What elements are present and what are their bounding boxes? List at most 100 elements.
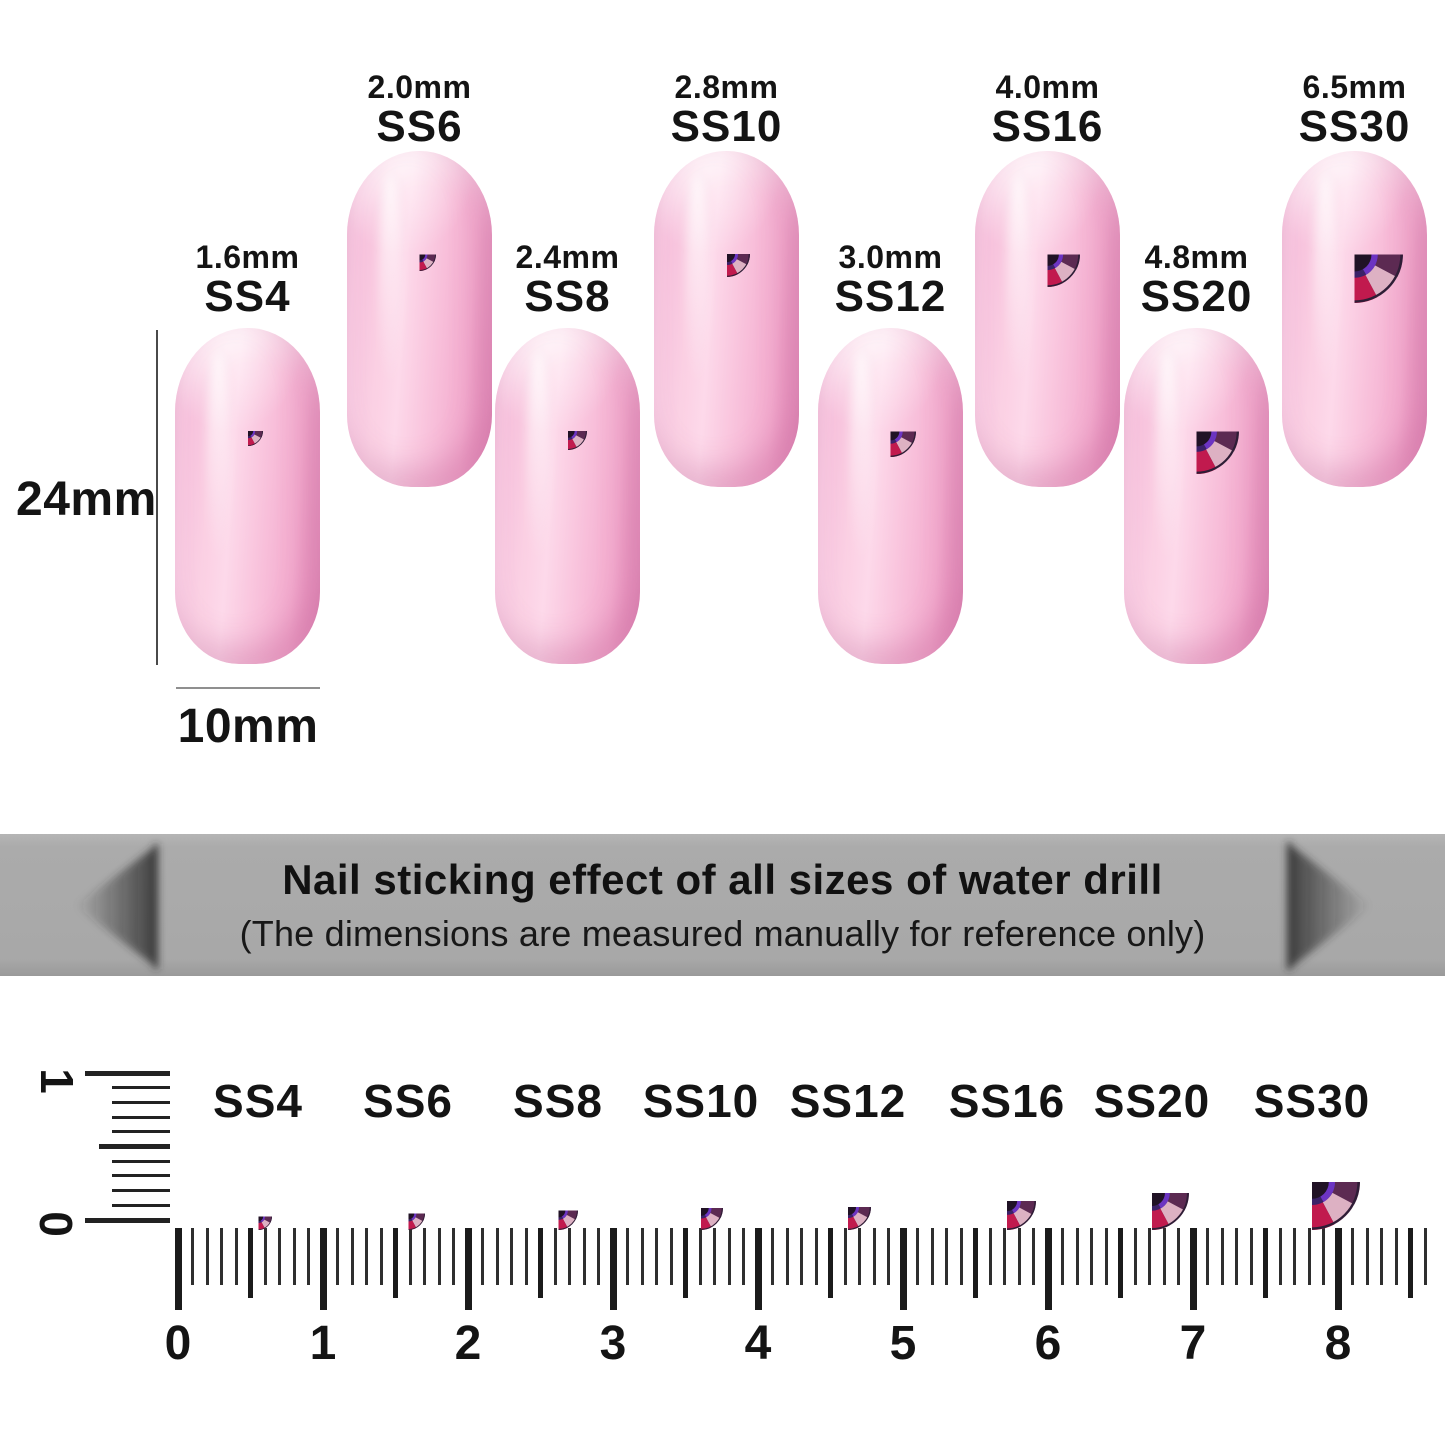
vertical-ruler-tick bbox=[112, 1203, 170, 1207]
ruler-tick bbox=[538, 1228, 543, 1298]
nail-label-ss20: 4.8mm SS20 bbox=[1097, 240, 1297, 320]
ruler-tick bbox=[858, 1228, 861, 1285]
rhinestone-icon bbox=[1306, 206, 1403, 303]
ruler-tick bbox=[683, 1228, 688, 1298]
ruler-tick bbox=[1044, 1228, 1052, 1310]
ruler-tick bbox=[828, 1228, 833, 1298]
ruler-tick bbox=[248, 1228, 253, 1298]
nail-label-ss12: 3.0mm SS12 bbox=[791, 240, 991, 320]
width-measure-label: 10mm bbox=[177, 700, 319, 753]
ruler-tick bbox=[742, 1228, 745, 1285]
nail-label-ss30: 6.5mm SS30 bbox=[1255, 70, 1445, 150]
ruler-tick bbox=[669, 1228, 673, 1285]
ruler-number: 6 bbox=[1034, 1317, 1062, 1370]
vertical-ruler-tick bbox=[112, 1100, 170, 1104]
ruler-size-label: SS20 bbox=[1093, 1075, 1211, 1127]
ruler-tick bbox=[1351, 1228, 1354, 1285]
ruler-tick bbox=[916, 1228, 919, 1285]
ruler-tick bbox=[1148, 1228, 1151, 1285]
ruler-tick bbox=[1118, 1228, 1123, 1298]
ruler-tick bbox=[464, 1228, 472, 1310]
rhinestone-icon bbox=[679, 1186, 723, 1230]
ruler-tick bbox=[640, 1228, 644, 1285]
ruler-tick bbox=[655, 1228, 658, 1285]
ruler-tick bbox=[292, 1228, 296, 1285]
ruler-tick bbox=[524, 1228, 528, 1285]
ruler-number: 3 bbox=[599, 1317, 627, 1370]
nail-ss-label: SS8 bbox=[524, 272, 611, 321]
ruler-tick bbox=[1104, 1228, 1108, 1285]
ruler-tick bbox=[626, 1228, 629, 1285]
ruler-tick bbox=[319, 1228, 327, 1310]
ruler-tick bbox=[495, 1228, 499, 1285]
ruler-size-label: SS8 bbox=[513, 1075, 603, 1127]
ruler-tick bbox=[1249, 1228, 1253, 1285]
ruler-size-label: SS16 bbox=[948, 1075, 1066, 1127]
nail-ss4 bbox=[175, 328, 320, 664]
nail-size-mm-label: 6.5mm bbox=[1302, 69, 1407, 105]
nail-ss-label: SS12 bbox=[834, 272, 947, 321]
ruler-tick bbox=[174, 1228, 182, 1310]
ruler-tick bbox=[1061, 1228, 1064, 1285]
ruler-number: 7 bbox=[1179, 1317, 1207, 1370]
nail-ss-label: SS6 bbox=[376, 102, 463, 151]
nail-label-ss6: 2.0mm SS6 bbox=[320, 70, 520, 150]
rhinestone-icon bbox=[865, 406, 916, 457]
banner-title: Nail sticking effect of all sizes of wat… bbox=[282, 855, 1163, 903]
rhinestone-icon bbox=[1115, 1156, 1189, 1230]
ruler-tick bbox=[698, 1228, 702, 1285]
ruler-tick bbox=[452, 1228, 455, 1285]
ruler-tick bbox=[1263, 1228, 1268, 1298]
rhinestone-icon bbox=[233, 416, 263, 446]
ruler-tick bbox=[365, 1228, 368, 1285]
ruler-tick bbox=[423, 1228, 426, 1285]
ruler-tick bbox=[973, 1228, 978, 1298]
rhinestone-icon bbox=[392, 1197, 425, 1230]
ruler-number: 2 bbox=[454, 1317, 482, 1370]
nail-size-mm-label: 2.8mm bbox=[674, 69, 779, 105]
rhinestone-icon bbox=[245, 1203, 272, 1230]
ruler-tick bbox=[1090, 1228, 1093, 1285]
vertical-ruler-tick bbox=[112, 1159, 170, 1163]
rhinestone-icon bbox=[403, 238, 436, 271]
ruler-size-label: SS6 bbox=[363, 1075, 453, 1127]
rhinestone-icon bbox=[1154, 389, 1239, 474]
ruler-tick bbox=[553, 1228, 557, 1285]
ruler-tick bbox=[800, 1228, 803, 1285]
rhinestone-icon bbox=[539, 1191, 578, 1230]
vertical-ruler-tick bbox=[112, 1115, 170, 1119]
ruler-tick bbox=[350, 1228, 354, 1285]
rhinestone-icon bbox=[1264, 1134, 1360, 1230]
ruler-tick bbox=[754, 1228, 762, 1310]
ruler-tick bbox=[1177, 1228, 1180, 1285]
nail-size-mm-label: 2.0mm bbox=[367, 69, 472, 105]
nail-ss-label: SS4 bbox=[204, 272, 291, 321]
rhinestone-icon bbox=[978, 1172, 1036, 1230]
nail-ss-label: SS20 bbox=[1140, 272, 1253, 321]
ruler-number: 1 bbox=[309, 1317, 337, 1370]
nail-size-mm-label: 2.4mm bbox=[515, 239, 620, 275]
ruler-tick bbox=[481, 1228, 484, 1285]
height-measure-line bbox=[156, 330, 158, 665]
rhinestone-icon bbox=[825, 1184, 871, 1230]
vertical-ruler-tick bbox=[112, 1174, 170, 1178]
ruler-number: 8 bbox=[1324, 1317, 1352, 1370]
ruler-tick bbox=[379, 1228, 383, 1285]
ruler-number: 4 bbox=[744, 1317, 772, 1370]
ruler-tick bbox=[872, 1228, 876, 1285]
ruler-tick bbox=[899, 1228, 907, 1310]
ruler-tick bbox=[1003, 1228, 1006, 1285]
ruler-tick bbox=[988, 1228, 992, 1285]
ruler-tick bbox=[1220, 1228, 1224, 1285]
vertical-ruler-number: 1 bbox=[31, 1068, 83, 1094]
ruler-tick bbox=[1365, 1228, 1369, 1285]
ruler-size-label: SS10 bbox=[642, 1075, 760, 1127]
nail-size-mm-label: 4.8mm bbox=[1144, 239, 1249, 275]
ruler-tick bbox=[1032, 1228, 1035, 1285]
nail-label-ss16: 4.0mm SS16 bbox=[948, 70, 1148, 150]
ruler-tick bbox=[437, 1228, 441, 1285]
width-measure-line bbox=[176, 687, 320, 689]
ruler-size-label: SS4 bbox=[213, 1075, 303, 1127]
nail-size-mm-label: 4.0mm bbox=[995, 69, 1100, 105]
ruler-tick bbox=[887, 1228, 890, 1285]
